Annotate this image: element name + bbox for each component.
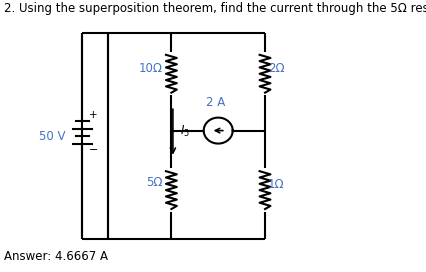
Text: 2. Using the superposition theorem, find the current through the 5Ω resistor: 2. Using the superposition theorem, find…	[4, 2, 426, 15]
Text: +: +	[89, 110, 97, 120]
Text: Answer: 4.6667 A: Answer: 4.6667 A	[4, 250, 107, 263]
Text: $I_5$: $I_5$	[179, 124, 189, 140]
Text: 10Ω: 10Ω	[138, 62, 162, 75]
Text: 2Ω: 2Ω	[268, 62, 284, 75]
Text: −: −	[89, 146, 98, 156]
Text: 1Ω: 1Ω	[268, 178, 284, 191]
Text: 2 A: 2 A	[205, 97, 224, 110]
Text: 50 V: 50 V	[39, 129, 66, 143]
Text: 5Ω: 5Ω	[145, 175, 162, 188]
